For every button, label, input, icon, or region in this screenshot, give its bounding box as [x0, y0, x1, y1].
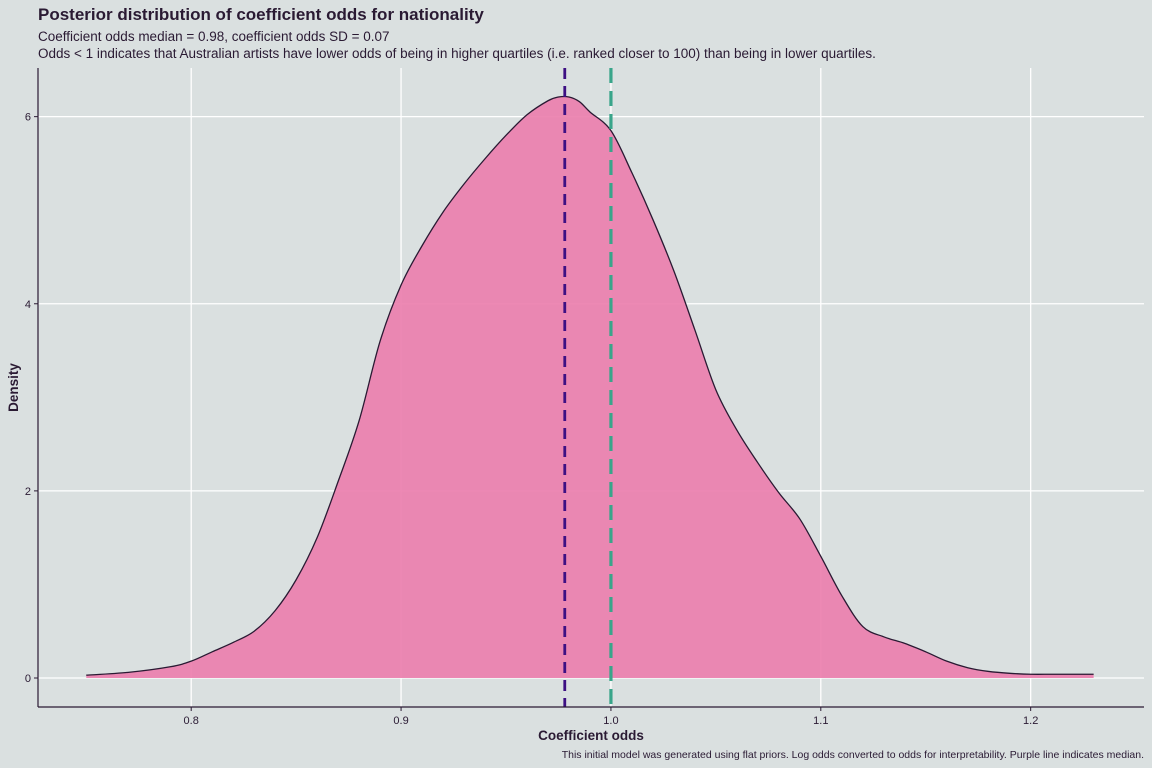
x-axis-title: Coefficient odds	[538, 728, 644, 743]
chart-subtitle-line-1: Coefficient odds median = 0.98, coeffici…	[38, 29, 390, 44]
chart-caption: This initial model was generated using f…	[561, 749, 1144, 761]
y-tick-label: 2	[25, 486, 31, 498]
x-tick-label: 1.2	[1023, 715, 1038, 727]
x-tick-label: 1.1	[813, 715, 828, 727]
y-tick-label: 0	[25, 673, 31, 685]
chart-title: Posterior distribution of coefficient od…	[38, 5, 484, 24]
reference-lines	[563, 68, 613, 707]
x-tick-label: 1.0	[603, 715, 618, 727]
x-tick-label: 0.8	[184, 715, 199, 727]
y-tick-label: 6	[25, 112, 31, 124]
y-axis-title: Density	[6, 363, 21, 412]
y-tick-label: 4	[25, 299, 31, 311]
axes: 0.8 0.9 1.0 1.1 1.2 0 2 4 6	[25, 68, 1144, 727]
density-area	[86, 96, 1094, 679]
density-curve	[86, 95, 1094, 676]
chart-subtitle-line-2: Odds < 1 indicates that Australian artis…	[38, 46, 876, 61]
x-tick-label: 0.9	[393, 715, 408, 727]
